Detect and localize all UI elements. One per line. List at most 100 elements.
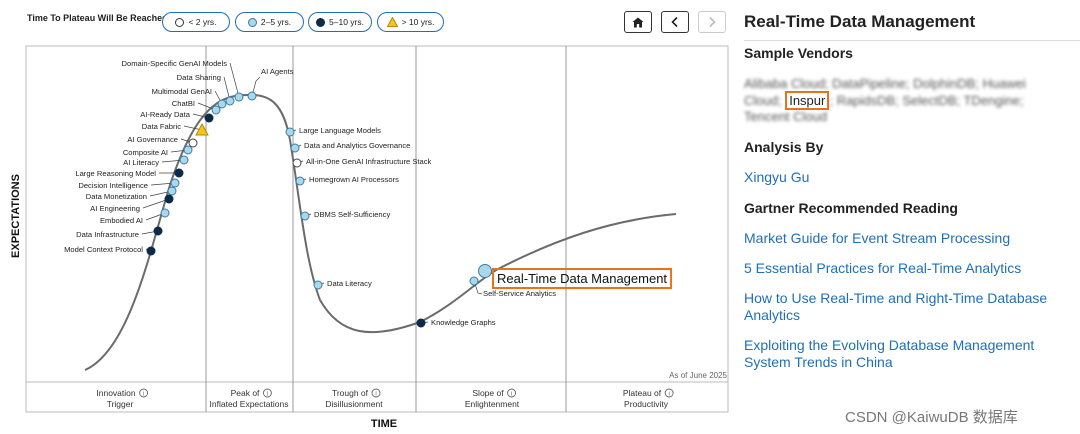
chevron-right-icon bbox=[709, 16, 716, 28]
legend-item-label: < 2 yrs. bbox=[188, 17, 217, 27]
data-point bbox=[188, 138, 198, 148]
sidebar-title: Real-Time Data Management bbox=[744, 12, 976, 31]
data-label: Domain-Specific GenAI Models bbox=[121, 59, 227, 68]
legend-item-label: 5–10 yrs. bbox=[329, 17, 364, 27]
data-point bbox=[234, 92, 244, 102]
data-label: Embodied AI bbox=[100, 216, 143, 225]
data-point bbox=[217, 99, 227, 109]
reading-link-4[interactable]: Exploiting the Evolving Database Managem… bbox=[744, 337, 1035, 370]
phase-label: Enlightenment bbox=[465, 399, 520, 409]
info-icon bbox=[664, 388, 674, 398]
legend-filter-2to5[interactable]: 2–5 yrs. bbox=[235, 12, 304, 32]
leader-line bbox=[229, 62, 240, 98]
data-label: Large Reasoning Model bbox=[75, 169, 156, 178]
data-label: Data Sharing bbox=[177, 73, 221, 82]
data-label: Data Fabric bbox=[142, 122, 181, 131]
legend-filter-gt10[interactable]: > 10 yrs. bbox=[377, 12, 444, 32]
data-label: Composite AI bbox=[123, 148, 168, 157]
date-note: As of June 2025 bbox=[669, 371, 727, 380]
data-point bbox=[285, 127, 295, 137]
data-label: AI Engineering bbox=[90, 204, 140, 213]
data-label: Multimodal GenAI bbox=[152, 87, 212, 96]
data-label: Decision Intelligence bbox=[78, 181, 148, 190]
data-point bbox=[211, 105, 221, 115]
dark-navy-circle-icon bbox=[316, 17, 326, 27]
data-label: Data Monetization bbox=[86, 192, 147, 201]
info-icon bbox=[139, 388, 149, 398]
plot-frame bbox=[25, 45, 729, 413]
data-point bbox=[179, 155, 189, 165]
data-label: AI-Ready Data bbox=[140, 110, 191, 119]
data-label: Model Context Protocol bbox=[64, 245, 143, 254]
home-icon bbox=[632, 17, 644, 27]
data-label: AI Literacy bbox=[123, 158, 159, 167]
legend-filter-lt2[interactable]: < 2 yrs. bbox=[162, 12, 230, 32]
data-point bbox=[167, 186, 177, 196]
legend-item-label: > 10 yrs. bbox=[401, 17, 435, 27]
vendors-heading: Sample Vendors bbox=[744, 45, 853, 61]
data-label: Knowledge Graphs bbox=[431, 318, 496, 327]
yellow-triangle-icon bbox=[386, 17, 398, 27]
data-point bbox=[247, 91, 257, 101]
phase-label: Disillusionment bbox=[325, 399, 383, 409]
reading-link-2[interactable]: 5 Essential Practices for Real-Time Anal… bbox=[744, 260, 1022, 276]
data-point bbox=[174, 168, 184, 178]
data-label: ChatBI bbox=[172, 99, 195, 108]
data-point bbox=[153, 226, 163, 236]
data-label: Large Language Models bbox=[299, 126, 381, 135]
data-point bbox=[313, 280, 323, 290]
data-point bbox=[225, 96, 235, 106]
info-icon bbox=[507, 388, 517, 398]
reading-link-3[interactable]: How to Use Real-Time and Right-Time Data… bbox=[744, 290, 1048, 323]
data-label: AI Governance bbox=[127, 135, 178, 144]
open-circle-icon bbox=[175, 17, 185, 27]
phase-label: Plateau of bbox=[623, 388, 662, 398]
info-icon bbox=[262, 388, 272, 398]
data-point bbox=[183, 145, 193, 155]
phase-label: Innovation bbox=[96, 388, 135, 398]
home-button[interactable] bbox=[624, 11, 652, 33]
y-axis-label: EXPECTATIONS bbox=[10, 174, 22, 258]
data-point bbox=[292, 158, 302, 168]
data-label: Data Infrastructure bbox=[76, 230, 139, 239]
info-icon-glyph: i bbox=[668, 392, 669, 398]
phase-label: Slope of bbox=[472, 388, 504, 398]
data-point-triangle bbox=[195, 122, 209, 136]
data-label-highlighted: Real-Time Data Management bbox=[497, 271, 667, 286]
analyst-link[interactable]: Xingyu Gu bbox=[744, 169, 810, 185]
leader-line bbox=[142, 198, 170, 209]
data-point bbox=[160, 208, 170, 218]
data-point bbox=[204, 113, 214, 123]
data-label: Self-Service Analytics bbox=[483, 289, 556, 298]
info-icon-glyph: i bbox=[143, 392, 144, 398]
data-label: Data Literacy bbox=[327, 279, 372, 288]
data-point bbox=[300, 211, 310, 221]
info-icon-glyph: i bbox=[267, 392, 268, 398]
chevron-left-icon bbox=[671, 16, 678, 28]
vendors-blurred-before: Alibaba Cloud; DataPipeline; DolphinDB; … bbox=[744, 76, 1026, 108]
data-label: Homegrown AI Processors bbox=[309, 175, 399, 184]
data-label: AI Agents bbox=[261, 67, 294, 76]
hype-cycle-chart: Domain-Specific GenAI Models Data Sharing… bbox=[10, 45, 729, 430]
legend-label: Time To Plateau Will Be Reached: bbox=[27, 13, 171, 23]
info-icon bbox=[371, 388, 381, 398]
watermark: CSDN @KaiwuDB 数据库 bbox=[845, 409, 1018, 426]
sidebar-divider bbox=[744, 40, 1080, 41]
data-label: All-in-One GenAI Infrastructure Stack bbox=[306, 157, 432, 166]
data-point bbox=[469, 276, 479, 286]
vendors-blurred-after: ; RapidsDB; SelectDB; TDengine; Tencent … bbox=[744, 92, 1024, 125]
x-axis-label: TIME bbox=[371, 418, 397, 430]
data-label: Data and Analytics Governance bbox=[304, 141, 410, 150]
reading-link-1[interactable]: Market Guide for Event Stream Processing bbox=[744, 230, 1011, 246]
phase-label: Inflated Expectations bbox=[210, 399, 289, 409]
next-button[interactable] bbox=[698, 11, 726, 33]
data-label: DBMS Self-Sufficiency bbox=[314, 210, 390, 219]
data-point bbox=[295, 176, 305, 186]
data-point bbox=[146, 246, 156, 256]
highlight-box bbox=[492, 268, 673, 289]
info-icon-glyph: i bbox=[511, 392, 512, 398]
legend-filter-5to10[interactable]: 5–10 yrs. bbox=[308, 12, 372, 32]
prev-button[interactable] bbox=[661, 11, 689, 33]
phase-label: Peak of bbox=[231, 388, 260, 398]
leader-line bbox=[251, 76, 261, 97]
